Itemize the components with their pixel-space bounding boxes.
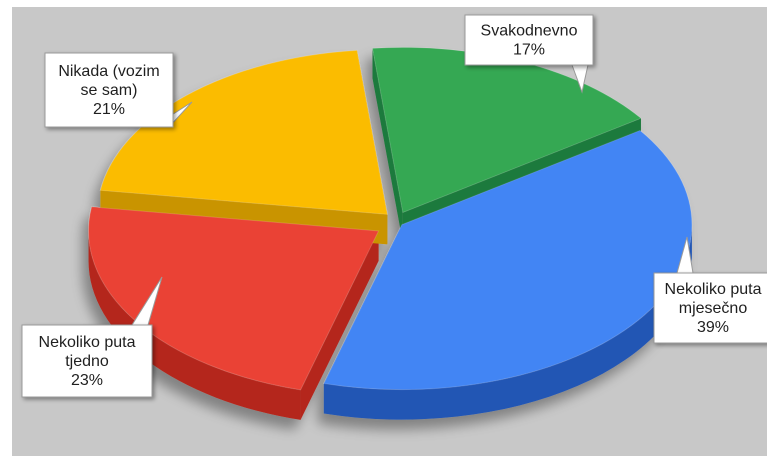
callout-nikada: Nikada (vozim se sam) 21%: [44, 52, 193, 128]
callout-nekoliko-mjesecno: Nekoliko puta mjesečno 39%: [653, 236, 767, 344]
callout-svakodnevno: Svakodnevno 17%: [464, 14, 594, 94]
slice-category-label: Nekoliko puta: [665, 281, 762, 298]
slice-category-label: Svakodnevno: [481, 23, 578, 40]
chart-area: Svakodnevno 17% Nekoliko puta mjesečno 39% Ne…: [12, 7, 767, 456]
slice-cut-nekoliko-tjedno: [300, 230, 379, 420]
slice-percent-label: 39%: [697, 319, 729, 336]
callout-box: [464, 14, 594, 66]
slice-nekoliko-mjesecno[interactable]: [323, 129, 693, 391]
slice-category-label: tjedno: [65, 353, 109, 370]
slice-nikada[interactable]: [99, 49, 388, 215]
callout-box: [653, 272, 767, 344]
slice-category-label: mjesečno: [679, 300, 748, 317]
slice-category-label: se sam): [81, 82, 138, 99]
slice-percent-label: 21%: [93, 101, 125, 118]
slice-percent-label: 17%: [513, 42, 545, 59]
callout-nekoliko-tjedno: Nekoliko puta tjedno 23%: [21, 276, 163, 398]
slice-percent-label: 23%: [71, 372, 103, 389]
callout-box: [21, 324, 153, 398]
slice-category-label: Nikada (vozim: [58, 63, 159, 80]
slice-cut-svakodnevno: [372, 48, 403, 243]
slice-side-nekoliko-mjesecno: [323, 224, 692, 420]
callout-box: [44, 52, 174, 128]
slice-category-label: Nekoliko puta: [39, 334, 136, 351]
